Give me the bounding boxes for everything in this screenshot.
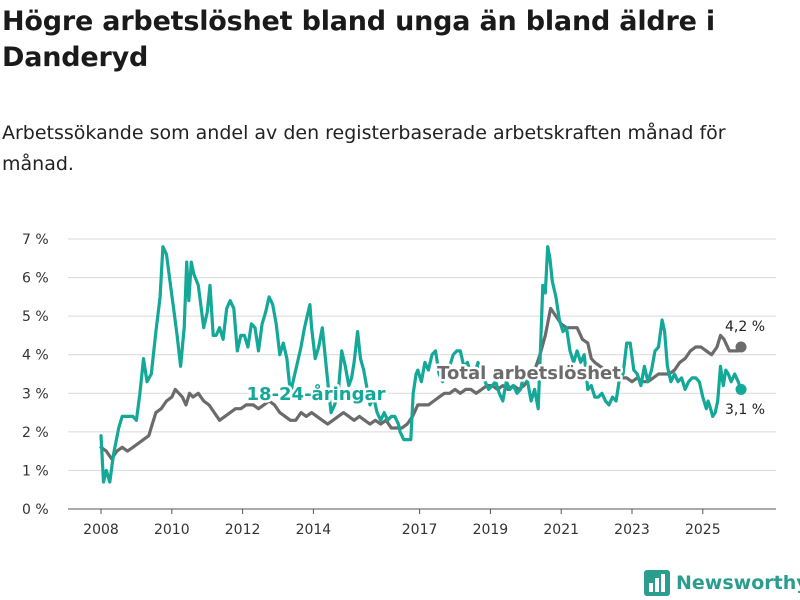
y-tick-label: 7 % — [22, 232, 49, 248]
series-line-total — [99, 306, 743, 461]
x-tick-label: 2008 — [83, 522, 119, 538]
series-label-total: Total arbetslöshet — [437, 363, 621, 384]
brand-logo: Newsworthy — [644, 568, 800, 598]
x-tick-label: 2019 — [473, 522, 509, 538]
end-marker-total — [735, 341, 747, 353]
series-line-youth — [99, 245, 743, 484]
x-tick-label: 2010 — [154, 522, 190, 538]
y-tick-label: 6 % — [22, 271, 49, 287]
gridlines — [68, 238, 776, 510]
x-tick-label: 2021 — [543, 522, 579, 538]
x-tick-label: 2023 — [614, 522, 650, 538]
end-marker-youth — [735, 383, 747, 395]
y-tick-label: 3 % — [22, 386, 49, 402]
newsworthy-icon — [644, 570, 670, 596]
chart-subtitle: Arbetssökande som andel av den registerb… — [2, 122, 726, 175]
y-tick-label: 5 % — [22, 309, 49, 325]
x-tick-label: 2025 — [685, 522, 721, 538]
x-axis: 2008 2010 2012 2014 2017 2019 2021 2023 2025 — [83, 509, 721, 538]
end-value-total: 4,2 % — [725, 319, 765, 335]
series-label-youth: 18-24-åringar — [247, 383, 386, 405]
brand-name: Newsworthy — [676, 572, 800, 594]
end-value-youth: 3,1 % — [725, 402, 765, 418]
chart-title: Högre arbetslöshet bland unga än bland ä… — [2, 6, 715, 73]
y-tick-label: 2 % — [22, 425, 49, 441]
series-label-total-halo: Total arbetslöshet — [437, 363, 621, 384]
y-axis: 0 % 1 % 2 % 3 % 4 % 5 % 6 % 7 % — [22, 232, 49, 518]
y-tick-label: 4 % — [22, 348, 49, 364]
series-label-youth-halo: 18-24-åringar — [247, 383, 386, 405]
y-tick-label: 0 % — [22, 502, 49, 518]
end-value-youth-halo: 3,1 % — [725, 402, 765, 418]
x-tick-label: 2017 — [402, 522, 438, 538]
series-lines — [99, 245, 747, 484]
y-tick-label: 1 % — [22, 463, 49, 479]
end-value-total-halo: 4,2 % — [725, 319, 765, 335]
x-tick-label: 2014 — [296, 522, 332, 538]
x-tick-label: 2012 — [225, 522, 261, 538]
